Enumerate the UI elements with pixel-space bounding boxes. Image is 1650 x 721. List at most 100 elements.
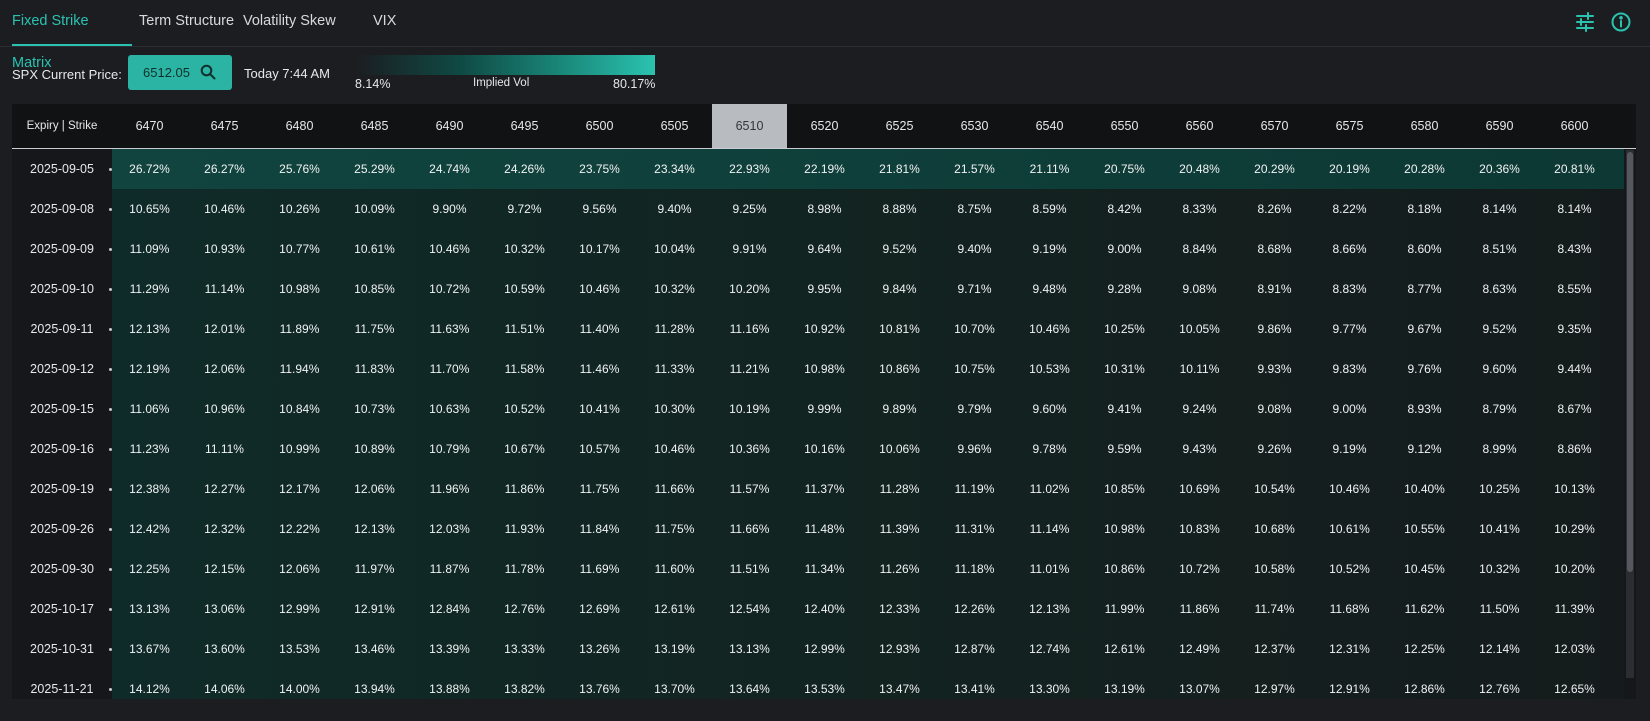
vol-cell[interactable]: 10.46% [204, 202, 245, 216]
vol-cell[interactable]: 10.93% [204, 242, 245, 256]
vol-cell[interactable]: 10.52% [1329, 562, 1370, 576]
vol-cell[interactable]: 13.13% [729, 642, 770, 656]
vol-cell[interactable]: 13.60% [204, 642, 245, 656]
vol-cell[interactable]: 12.26% [954, 602, 995, 616]
vol-cell[interactable]: 9.56% [582, 202, 617, 216]
vol-cell[interactable]: 13.46% [354, 642, 395, 656]
tab-term-structure[interactable]: Term Structure [139, 13, 235, 29]
vol-cell[interactable]: 9.83% [1332, 362, 1367, 376]
vol-cell[interactable]: 10.99% [279, 442, 320, 456]
vol-cell[interactable]: 10.09% [354, 202, 395, 216]
vol-cell[interactable]: 11.26% [879, 562, 920, 576]
vol-cell[interactable]: 10.79% [429, 442, 470, 456]
vol-cell[interactable]: 13.70% [654, 682, 695, 696]
vol-cell[interactable]: 8.86% [1557, 442, 1592, 456]
vol-cell[interactable]: 11.39% [1554, 602, 1595, 616]
vol-cell[interactable]: 9.79% [957, 402, 992, 416]
vol-cell[interactable]: 11.18% [954, 562, 995, 576]
vol-cell[interactable]: 9.44% [1557, 362, 1592, 376]
vol-cell[interactable]: 9.59% [1107, 442, 1142, 456]
vol-cell[interactable]: 8.55% [1557, 282, 1592, 296]
vol-cell[interactable]: 12.97% [1254, 682, 1295, 696]
vol-cell[interactable]: 9.76% [1407, 362, 1442, 376]
vol-cell[interactable]: 10.73% [354, 402, 395, 416]
vol-cell[interactable]: 9.48% [1032, 282, 1067, 296]
strike-header-6520[interactable]: 6520 [810, 119, 839, 133]
vol-cell[interactable]: 13.82% [504, 682, 545, 696]
vol-cell[interactable]: 12.74% [1029, 642, 1070, 656]
vol-cell[interactable]: 11.23% [129, 442, 170, 456]
vol-cell[interactable]: 10.63% [429, 402, 470, 416]
price-search-button[interactable]: 6512.05 [128, 55, 232, 90]
vol-cell[interactable]: 11.68% [1329, 602, 1370, 616]
vol-cell[interactable]: 8.33% [1182, 202, 1217, 216]
vol-cell[interactable]: 11.93% [504, 522, 545, 536]
vol-cell[interactable]: 13.33% [504, 642, 545, 656]
vol-cell[interactable]: 12.91% [354, 602, 395, 616]
vol-cell[interactable]: 11.11% [205, 442, 244, 456]
vol-cell[interactable]: 12.06% [204, 362, 245, 376]
vol-cell[interactable]: 10.25% [1104, 322, 1145, 336]
vol-cell[interactable]: 8.84% [1182, 242, 1217, 256]
vol-cell[interactable]: 10.86% [1104, 562, 1145, 576]
vol-cell[interactable]: 8.83% [1332, 282, 1367, 296]
vol-cell[interactable]: 9.28% [1107, 282, 1142, 296]
vol-cell[interactable]: 10.11% [1179, 362, 1220, 376]
vol-cell[interactable]: 10.57% [579, 442, 620, 456]
vol-cell[interactable]: 8.79% [1482, 402, 1517, 416]
vol-cell[interactable]: 10.40% [1404, 482, 1445, 496]
vol-cell[interactable]: 10.68% [1254, 522, 1295, 536]
strike-header-6495[interactable]: 6495 [510, 119, 539, 133]
vol-cell[interactable]: 23.75% [579, 162, 620, 176]
vol-cell[interactable]: 12.14% [1479, 642, 1520, 656]
vol-cell[interactable]: 10.69% [1179, 482, 1220, 496]
strike-header-6590[interactable]: 6590 [1485, 119, 1514, 133]
vol-cell[interactable]: 11.83% [354, 362, 395, 376]
vol-cell[interactable]: 12.37% [1254, 642, 1295, 656]
vol-cell[interactable]: 9.40% [957, 242, 992, 256]
vol-cell[interactable]: 11.97% [354, 562, 395, 576]
vol-cell[interactable]: 9.26% [1257, 442, 1292, 456]
vol-cell[interactable]: 10.55% [1404, 522, 1445, 536]
vol-cell[interactable]: 10.41% [579, 402, 620, 416]
vol-cell[interactable]: 8.99% [1482, 442, 1517, 456]
vol-cell[interactable]: 9.72% [507, 202, 542, 216]
vol-cell[interactable]: 20.81% [1554, 162, 1595, 176]
vol-cell[interactable]: 10.89% [354, 442, 395, 456]
vol-cell[interactable]: 9.35% [1557, 322, 1592, 336]
vol-cell[interactable]: 11.31% [954, 522, 995, 536]
vol-cell[interactable]: 8.14% [1482, 202, 1517, 216]
vol-cell[interactable]: 13.47% [879, 682, 920, 696]
vol-cell[interactable]: 25.76% [279, 162, 320, 176]
vol-cell[interactable]: 12.40% [804, 602, 845, 616]
vol-cell[interactable]: 11.99% [1104, 602, 1145, 616]
vol-cell[interactable]: 8.60% [1407, 242, 1442, 256]
vol-cell[interactable]: 12.13% [129, 322, 170, 336]
vol-cell[interactable]: 12.25% [1404, 642, 1445, 656]
vol-cell[interactable]: 13.39% [429, 642, 470, 656]
vol-cell[interactable]: 12.93% [879, 642, 920, 656]
vol-cell[interactable]: 9.19% [1032, 242, 1067, 256]
vol-cell[interactable]: 21.81% [879, 162, 920, 176]
vol-cell[interactable]: 13.53% [279, 642, 320, 656]
vol-cell[interactable]: 12.01% [204, 322, 245, 336]
vol-cell[interactable]: 12.13% [354, 522, 395, 536]
vol-cell[interactable]: 11.87% [429, 562, 470, 576]
vol-cell[interactable]: 10.31% [1104, 362, 1145, 376]
vol-cell[interactable]: 9.52% [882, 242, 917, 256]
vol-cell[interactable]: 11.69% [579, 562, 620, 576]
vol-cell[interactable]: 12.31% [1329, 642, 1370, 656]
vol-cell[interactable]: 22.19% [804, 162, 845, 176]
strike-header-6550[interactable]: 6550 [1110, 119, 1139, 133]
vol-cell[interactable]: 8.43% [1557, 242, 1592, 256]
vol-cell[interactable]: 13.19% [654, 642, 695, 656]
vol-cell[interactable]: 8.22% [1332, 202, 1367, 216]
vol-cell[interactable]: 11.06% [129, 402, 170, 416]
strike-header-6485[interactable]: 6485 [360, 119, 389, 133]
vol-cell[interactable]: 9.96% [957, 442, 992, 456]
vol-cell[interactable]: 21.57% [954, 162, 995, 176]
vol-cell[interactable]: 8.66% [1332, 242, 1367, 256]
vol-cell[interactable]: 10.19% [729, 402, 770, 416]
vol-cell[interactable]: 22.93% [729, 162, 770, 176]
vol-cell[interactable]: 10.61% [1329, 522, 1370, 536]
